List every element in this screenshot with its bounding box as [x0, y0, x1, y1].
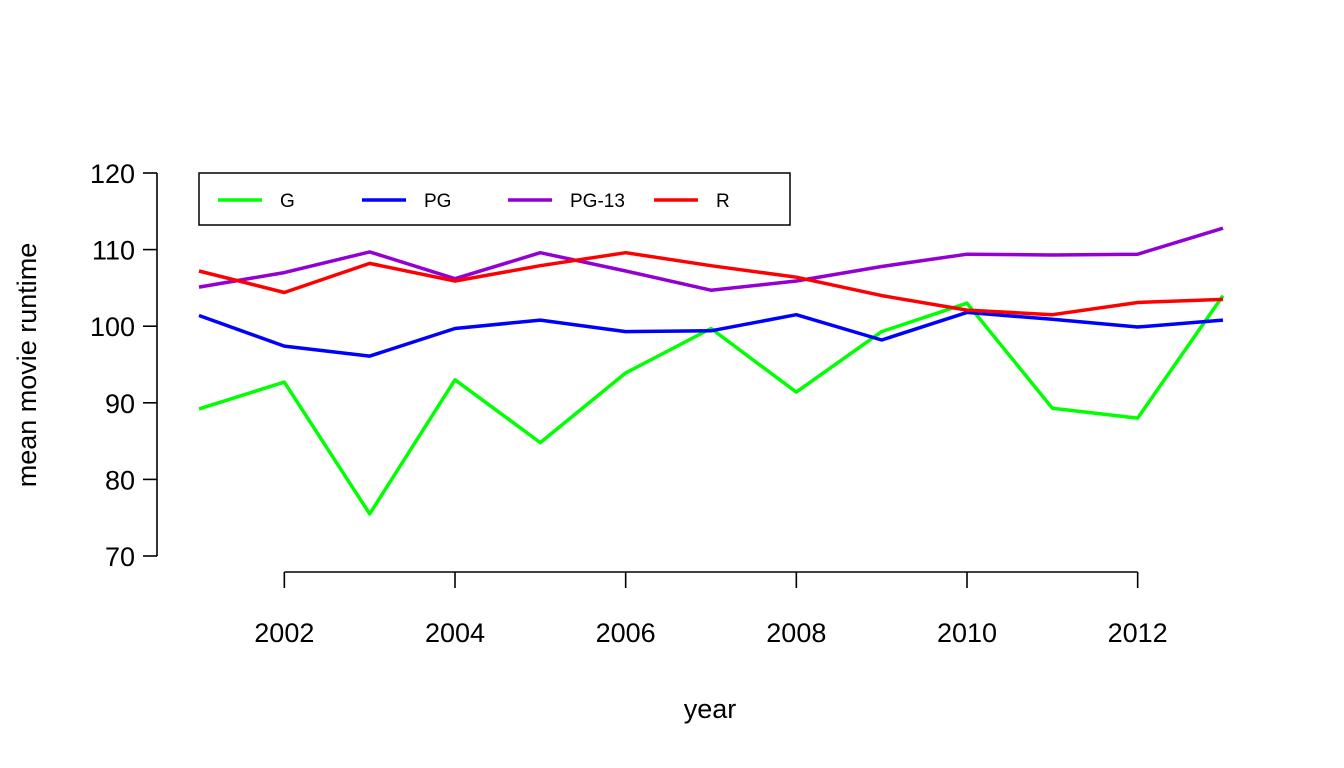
x-axis: 2002 2004 2006 2008 2010 2012: [254, 571, 1168, 648]
x-tick-label: 2002: [254, 618, 314, 648]
legend-item-g: G: [218, 191, 295, 212]
legend-label-pg-13: PG-13: [570, 191, 625, 212]
x-tick-label: 2008: [766, 618, 826, 648]
legend-label-g: G: [280, 191, 295, 212]
x-axis-label: year: [684, 694, 737, 724]
y-tick-label: 100: [90, 312, 135, 342]
legend-label-r: R: [716, 191, 730, 212]
y-axis: 70 80 90 100 110 120: [90, 159, 158, 572]
series-layer: [198, 226, 1225, 516]
legend-item-pg-13: PG-13: [508, 191, 625, 212]
legend-item-r: R: [654, 191, 730, 212]
x-tick-label: 2004: [425, 618, 485, 648]
series-line-g: [198, 294, 1225, 516]
series-line-pg-13: [198, 226, 1224, 292]
series-line-r: [198, 250, 1224, 317]
legend-item-pg: PG: [362, 191, 451, 212]
series-line-pg: [198, 310, 1224, 358]
y-tick-label: 110: [92, 236, 135, 266]
x-tick-label: 2012: [1108, 618, 1168, 648]
y-tick-label: 70: [105, 542, 135, 572]
y-tick-label: 120: [90, 159, 135, 189]
x-tick-label: 2010: [937, 618, 997, 648]
legend: G PG PG-13 R: [198, 172, 791, 226]
y-tick-label: 90: [105, 389, 135, 419]
legend-label-pg: PG: [424, 191, 451, 212]
y-tick-label: 80: [105, 465, 135, 495]
x-tick-label: 2006: [596, 618, 656, 648]
y-axis-label: mean movie runtime: [12, 243, 42, 488]
